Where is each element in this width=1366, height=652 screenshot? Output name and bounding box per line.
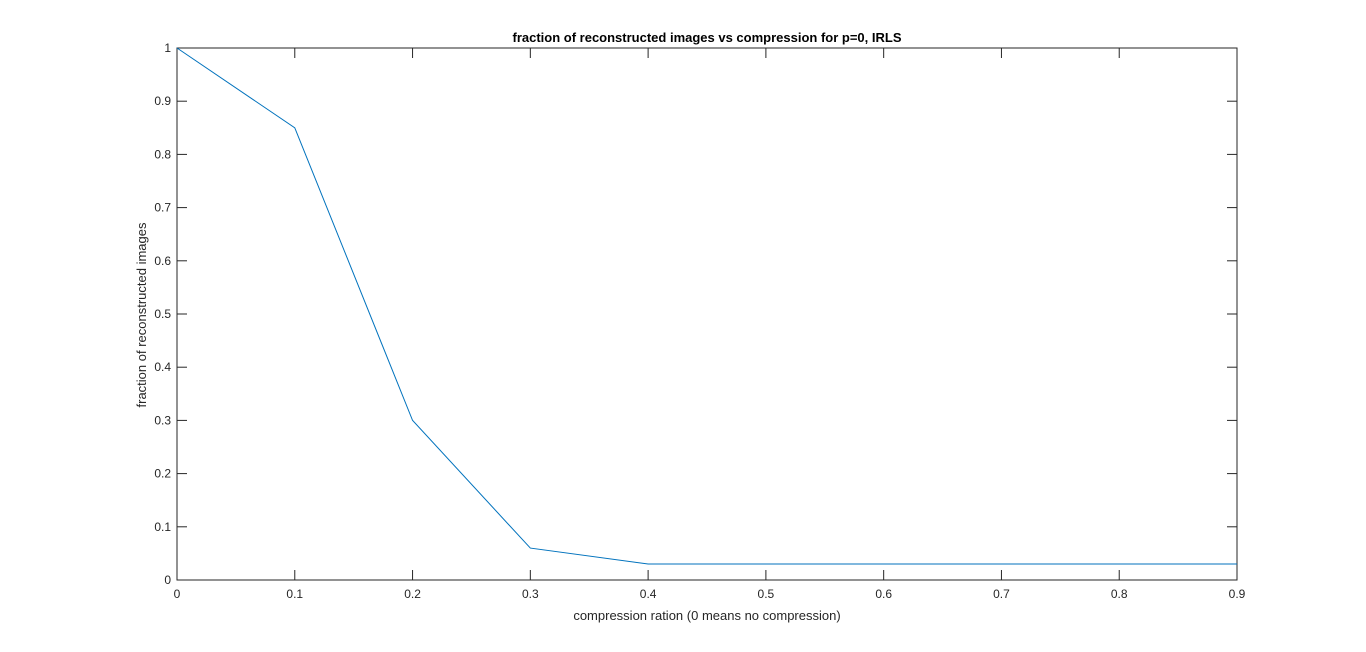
x-tick-label: 0.5 bbox=[758, 587, 775, 601]
x-tick-label: 0.7 bbox=[993, 587, 1010, 601]
x-axis-label: compression ration (0 means no compressi… bbox=[573, 608, 840, 623]
chart-title: fraction of reconstructed images vs comp… bbox=[512, 30, 901, 45]
y-tick-label: 0.1 bbox=[154, 520, 171, 534]
y-tick-label: 0.5 bbox=[154, 307, 171, 321]
y-tick-label: 0.7 bbox=[154, 201, 171, 215]
series-layer bbox=[176, 47, 1237, 565]
y-ticks: 0 0.1 0.2 0.3 0.4 0.5 0.6 0.7 0.8 0.9 1 bbox=[154, 41, 1237, 587]
y-tick-label: 0.3 bbox=[154, 413, 171, 427]
y-tick-label: 1 bbox=[164, 41, 171, 55]
y-tick-label: 0.2 bbox=[154, 467, 171, 481]
y-tick-label: 0.4 bbox=[154, 360, 171, 374]
x-tick-label: 0.6 bbox=[875, 587, 892, 601]
x-tick-label: 0.4 bbox=[640, 587, 657, 601]
series-line bbox=[176, 47, 1237, 565]
x-tick-label: 0.1 bbox=[286, 587, 303, 601]
x-tick-label: 0.2 bbox=[404, 587, 421, 601]
y-tick-label: 0 bbox=[164, 573, 171, 587]
plot-area: 0 0.1 0.2 0.3 0.4 0.5 0.6 0.7 0.8 0.9 00.10.20.30… bbox=[154, 41, 1245, 601]
x-tick-label: 0.9 bbox=[1229, 587, 1246, 601]
x-ticks: 0 0.1 0.2 0.3 0.4 0.5 0.6 0.7 0.8 0.9 bbox=[174, 48, 1246, 601]
x-tick-label: 0 bbox=[174, 587, 181, 601]
axes-box bbox=[176, 47, 1238, 581]
x-tick-label: 0.3 bbox=[522, 587, 539, 601]
y-tick-label: 0.6 bbox=[154, 254, 171, 268]
y-axis-label: fraction of reconstructed images bbox=[134, 222, 149, 407]
y-tick-label: 0.8 bbox=[154, 147, 171, 161]
y-tick-label: 0.9 bbox=[154, 94, 171, 108]
x-tick-label: 0.8 bbox=[1111, 587, 1128, 601]
